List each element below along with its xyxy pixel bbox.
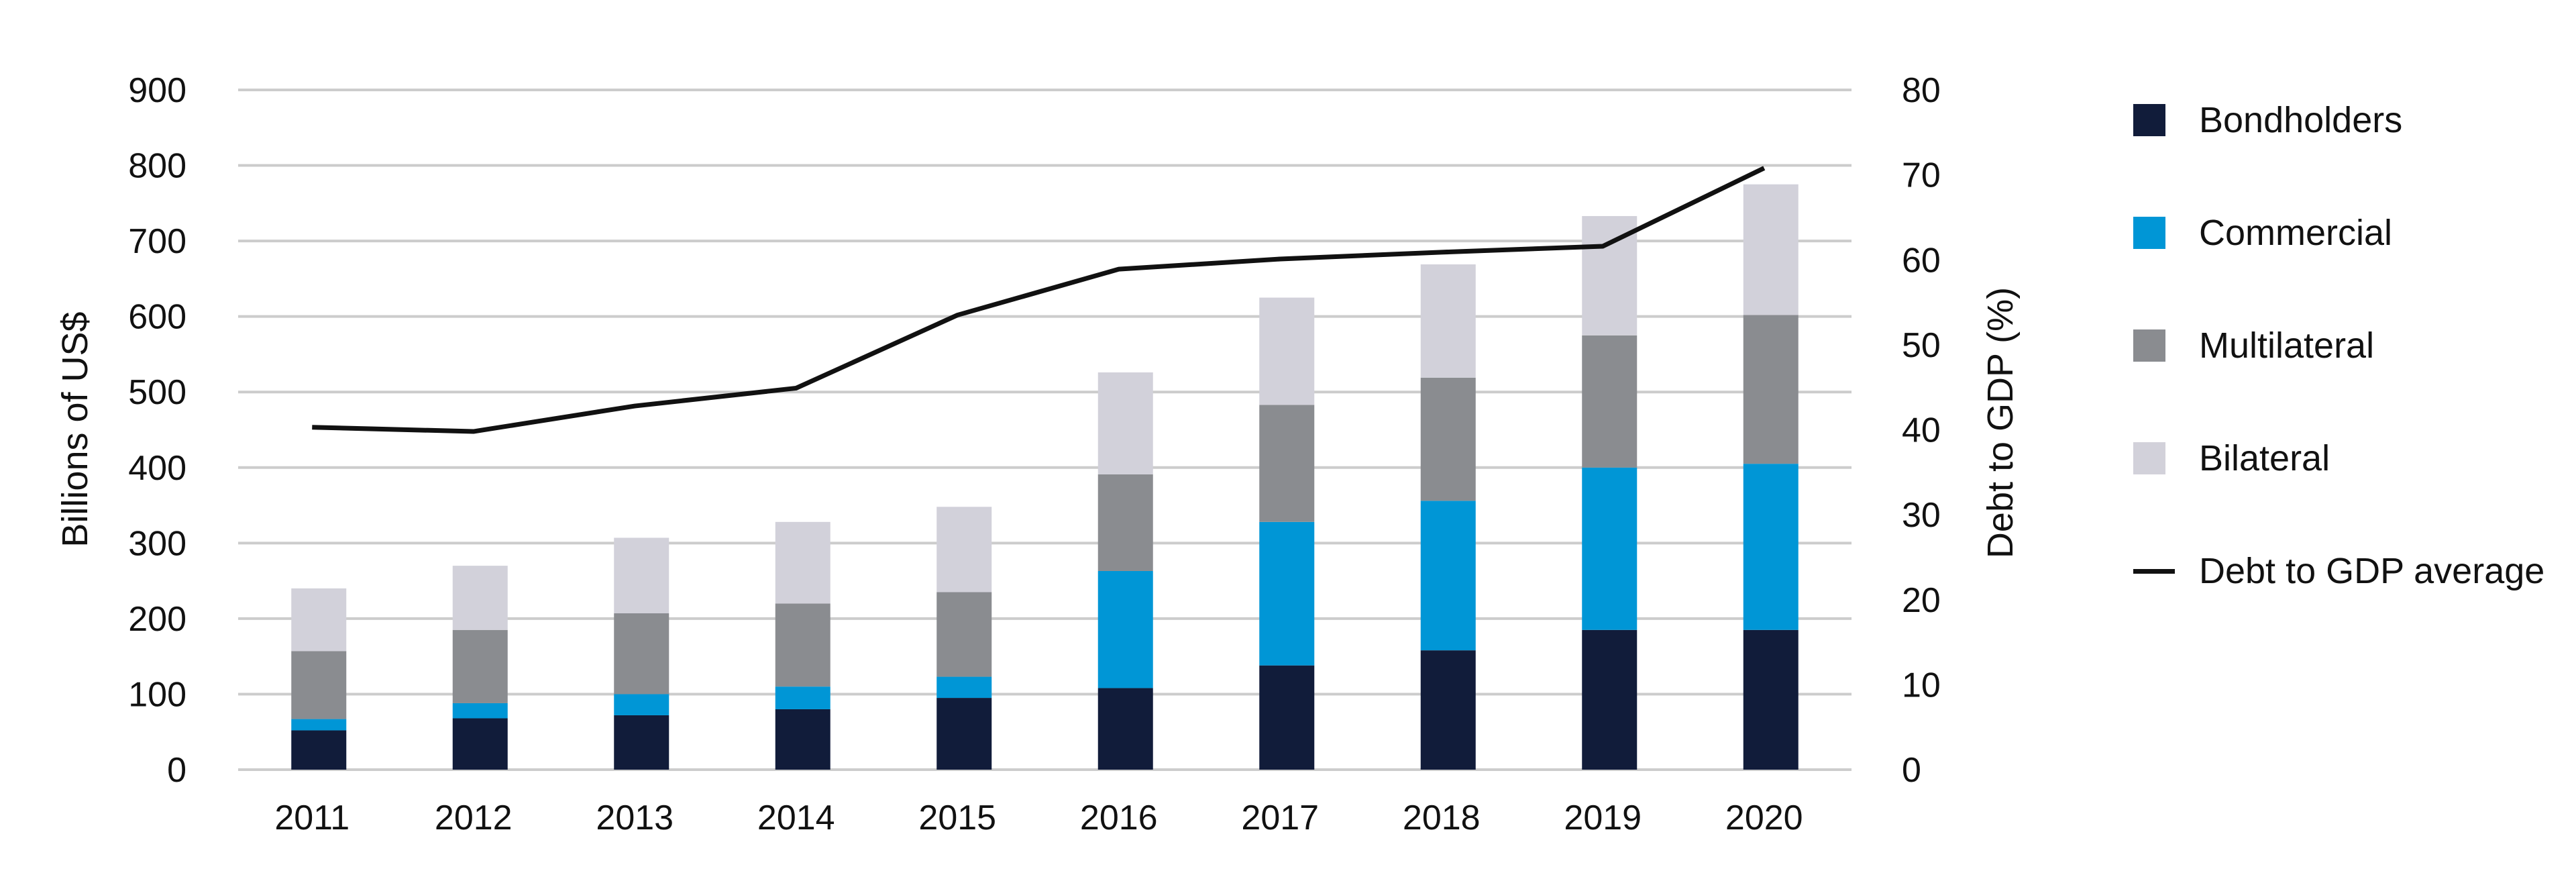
x-tick-label: 2019 xyxy=(1564,799,1642,837)
x-tick-label: 2020 xyxy=(1725,799,1803,837)
bar-multilateral-2019 xyxy=(1582,335,1638,468)
bar-bilateral-2012 xyxy=(452,566,508,630)
y-tick-label: 700 xyxy=(128,222,186,261)
legend-item-bilateral: Bilateral xyxy=(2133,402,2563,515)
x-tick-label: 2016 xyxy=(1080,799,1158,837)
y-tick-label: 300 xyxy=(128,524,186,563)
bar-bilateral-2015 xyxy=(936,507,992,593)
bar-commercial-2011 xyxy=(291,719,347,731)
x-tick-label: 2014 xyxy=(757,799,835,837)
x-tick-label: 2015 xyxy=(918,799,996,837)
bar-multilateral-2015 xyxy=(936,592,992,677)
bar-bilateral-2020 xyxy=(1743,184,1799,315)
bar-bondholders-2014 xyxy=(775,709,830,770)
chart: 0 100 200 300 400 500 600 700 800 900 0 10 20 30 40 50… xyxy=(55,71,2021,837)
bar-multilateral-2016 xyxy=(1097,474,1153,571)
bar-commercial-2014 xyxy=(775,686,830,709)
y2-tick-label: 60 xyxy=(1902,241,1941,280)
bar-bondholders-2016 xyxy=(1097,688,1153,770)
bar-bondholders-2013 xyxy=(614,715,669,770)
bar-multilateral-2014 xyxy=(775,603,830,687)
bar-bilateral-2018 xyxy=(1420,264,1476,378)
x-tick-label: 2017 xyxy=(1241,799,1319,837)
bar-bondholders-2012 xyxy=(452,718,508,770)
legend-line-debt-to-gdp xyxy=(2133,568,2175,574)
y-tick-label: 100 xyxy=(128,675,186,714)
bar-bilateral-2016 xyxy=(1097,372,1153,474)
y2-tick-label: 80 xyxy=(1902,71,1941,110)
y-tick-label: 200 xyxy=(128,600,186,639)
bar-multilateral-2013 xyxy=(614,613,669,694)
bar-bilateral-2011 xyxy=(291,588,347,652)
y-tick-label: 400 xyxy=(128,449,186,488)
bar-commercial-2013 xyxy=(614,694,669,715)
bar-commercial-2012 xyxy=(452,703,508,719)
legend-swatch-bilateral xyxy=(2133,442,2165,474)
y-tick-label: 0 xyxy=(167,751,186,790)
x-tick-label: 2018 xyxy=(1403,799,1481,837)
bar-bilateral-2014 xyxy=(775,521,830,604)
bar-multilateral-2011 xyxy=(291,651,347,719)
bar-bondholders-2011 xyxy=(291,730,347,770)
y-tick-label: 900 xyxy=(128,71,186,110)
bar-bilateral-2017 xyxy=(1259,297,1315,405)
legend-item-commercial: Commercial xyxy=(2133,176,2563,289)
x-axis-ticks: 2011 2012 2013 2014 2015 2016 2017 2018 2019 2020 xyxy=(274,799,1803,837)
legend-swatch-commercial xyxy=(2133,217,2165,249)
bar-bondholders-2020 xyxy=(1743,629,1799,770)
legend-item-debt-to-gdp: Debt to GDP average xyxy=(2133,515,2563,627)
legend-label: Commercial xyxy=(2199,213,2393,253)
bar-multilateral-2017 xyxy=(1259,405,1315,522)
bar-bondholders-2017 xyxy=(1259,665,1315,770)
debt-to-gdp-line-layer xyxy=(312,166,1766,434)
y2-tick-label: 40 xyxy=(1902,411,1941,450)
bar-commercial-2016 xyxy=(1097,570,1153,688)
bar-commercial-2015 xyxy=(936,676,992,699)
debt-to-gdp-line xyxy=(312,166,1766,434)
y-tick-label: 500 xyxy=(128,373,186,412)
bar-commercial-2020 xyxy=(1743,464,1799,630)
legend-label: Multilateral xyxy=(2199,325,2375,366)
right-axis-ticks: 0 10 20 30 40 50 60 70 80 xyxy=(1902,71,1941,790)
left-axis-title: Billions of US$ xyxy=(55,311,95,547)
y-tick-label: 600 xyxy=(128,298,186,337)
left-axis-ticks: 0 100 200 300 400 500 600 700 800 900 xyxy=(128,71,186,790)
y2-tick-label: 30 xyxy=(1902,496,1941,535)
bar-bondholders-2019 xyxy=(1582,629,1638,770)
y2-tick-label: 50 xyxy=(1902,326,1941,365)
bar-bilateral-2013 xyxy=(614,537,669,614)
bar-bondholders-2018 xyxy=(1420,650,1476,770)
y2-tick-label: 10 xyxy=(1902,666,1941,705)
bar-multilateral-2018 xyxy=(1420,377,1476,501)
legend-item-bondholders: Bondholders xyxy=(2133,64,2563,176)
legend-label: Bilateral xyxy=(2199,438,2330,478)
legend-swatch-multilateral xyxy=(2133,329,2165,362)
x-tick-label: 2012 xyxy=(435,799,513,837)
y-tick-label: 800 xyxy=(128,147,186,186)
y2-tick-label: 0 xyxy=(1902,751,1921,790)
bars xyxy=(291,184,1799,770)
legend-swatch-bondholders xyxy=(2133,104,2165,136)
legend-item-multilateral: Multilateral xyxy=(2133,289,2563,402)
x-tick-label: 2013 xyxy=(596,799,674,837)
right-axis-title: Debt to GDP (%) xyxy=(1980,287,2021,558)
legend-label: Debt to GDP average xyxy=(2199,551,2545,591)
legend-label: Bondholders xyxy=(2199,100,2403,140)
y2-tick-label: 70 xyxy=(1902,156,1941,195)
bar-bondholders-2015 xyxy=(936,698,992,770)
legend: Bondholders Commercial Multilateral Bila… xyxy=(2133,64,2563,627)
bar-commercial-2018 xyxy=(1420,501,1476,651)
x-tick-label: 2011 xyxy=(274,799,350,837)
bar-multilateral-2012 xyxy=(452,629,508,703)
bar-multilateral-2020 xyxy=(1743,315,1799,464)
y2-tick-label: 20 xyxy=(1902,581,1941,620)
bar-commercial-2019 xyxy=(1582,467,1638,630)
bar-commercial-2017 xyxy=(1259,521,1315,666)
